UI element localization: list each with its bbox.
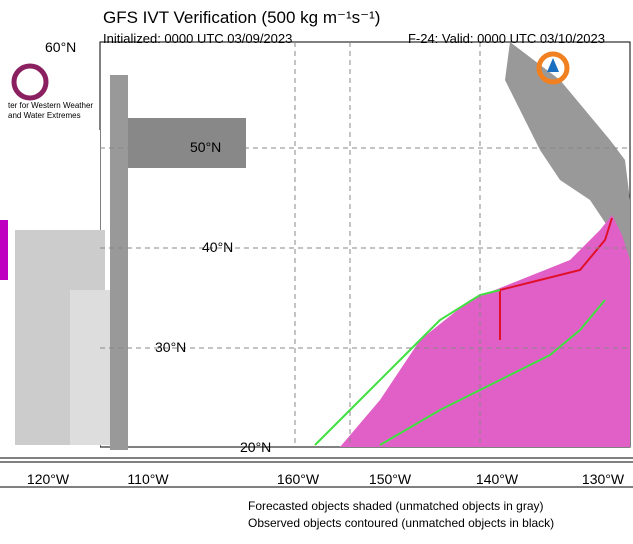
logo-ring	[11, 63, 49, 101]
graticule	[100, 42, 630, 447]
logo-drop	[547, 58, 559, 72]
observed-contour	[499, 217, 613, 340]
land	[505, 42, 630, 447]
lon-label: 130°W	[582, 471, 625, 487]
lon-label: 160°W	[277, 471, 320, 487]
lat-label: 50°N	[190, 139, 221, 155]
lat-label: 30°N	[155, 339, 186, 355]
logo-text: ter for Western Weather	[8, 101, 93, 110]
note: Forecasted objects shaded (unmatched obj…	[248, 499, 544, 513]
title: GFS IVT Verification (500 kg m⁻¹s⁻¹)	[103, 8, 380, 27]
initialized: Initialized: 0000 UTC 03/09/2023	[103, 31, 292, 46]
lat-label: 20°N	[240, 439, 271, 455]
glitch-band	[128, 118, 246, 168]
logo-icon	[536, 51, 570, 85]
lat-label: 60°N	[45, 39, 76, 55]
glitch-band	[110, 75, 128, 450]
forecast-object	[340, 215, 630, 447]
observed-contour	[379, 299, 606, 446]
note: Observed objects contoured (unmatched ob…	[248, 516, 554, 530]
lon-label: 110°W	[127, 471, 169, 487]
lon-label: 140°W	[476, 471, 519, 487]
logo: ter for Western Weather and Water Extrem…	[8, 51, 570, 120]
lat-label: 40°N	[202, 239, 233, 255]
glitch-lines	[0, 457, 633, 488]
valid-time: F-24: Valid: 0000 UTC 03/10/2023	[408, 31, 605, 46]
glitch-band	[0, 220, 8, 280]
logo-text: and Water Extremes	[8, 111, 81, 120]
observed-contour	[314, 289, 501, 446]
lon-label: 120°W	[27, 471, 70, 487]
lon-label: 150°W	[369, 471, 412, 487]
map-area	[0, 41, 633, 488]
glitch-band	[70, 290, 110, 445]
